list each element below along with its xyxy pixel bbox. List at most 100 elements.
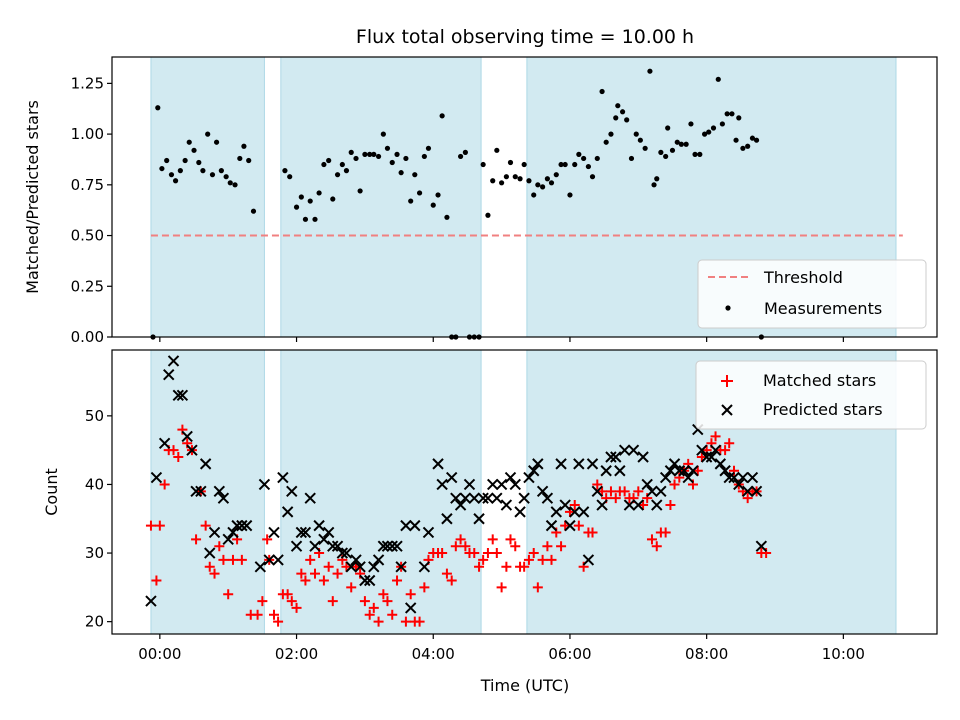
- matched-star-point: [159, 479, 170, 490]
- observing-window-band: [280, 349, 482, 635]
- predicted-star-point: [586, 458, 599, 470]
- x-tick-label: 02:00: [275, 645, 318, 663]
- matched-star-point: [469, 548, 480, 559]
- predicted-star-point: [217, 492, 230, 504]
- predicted-star-point: [258, 478, 271, 491]
- predicted-star-point: [523, 471, 535, 484]
- predicted-star-point: [468, 492, 480, 504]
- measurement-point: [706, 129, 712, 135]
- measurement-point: [647, 68, 653, 74]
- measurement-point: [715, 76, 721, 82]
- measurement-point: [613, 115, 619, 121]
- measurement-point: [298, 194, 304, 200]
- matched-star-point: [505, 534, 516, 545]
- predicted-star-point: [354, 561, 366, 573]
- predicted-star-point: [313, 519, 325, 532]
- matched-star-point: [638, 500, 649, 511]
- matched-star-point: [501, 561, 512, 572]
- measurement-point: [430, 202, 436, 208]
- measurement-point: [531, 192, 537, 198]
- measurement-point: [416, 190, 423, 196]
- predicted-star-point: [641, 478, 653, 491]
- measurements-layer: [150, 68, 764, 340]
- matched-star-point: [282, 589, 293, 600]
- predicted-star-point: [618, 444, 631, 456]
- matched-star-point: [405, 589, 416, 600]
- predicted-star-point: [550, 506, 562, 518]
- predicted-star-point: [673, 465, 686, 477]
- predicted-star-point: [569, 506, 581, 518]
- predicted-star-point: [536, 485, 549, 498]
- predicted-star-point: [454, 499, 467, 511]
- predicted-star-point: [231, 519, 243, 532]
- measurement-point: [719, 121, 725, 127]
- predicted-star-point: [340, 547, 353, 559]
- measurement-point: [599, 88, 605, 95]
- predicted-star-point: [723, 471, 735, 484]
- matched-star-point: [364, 609, 375, 620]
- legend-measurements-swatch: [725, 305, 731, 311]
- measurement-point: [540, 184, 546, 190]
- measurement-point: [642, 145, 648, 151]
- predicted-star-point: [204, 547, 216, 559]
- predicted-star-point: [651, 499, 663, 511]
- top-y-tick-label: 0.00: [71, 328, 104, 346]
- measurement-point: [589, 174, 596, 180]
- predicted-star-point: [504, 471, 517, 484]
- matched-star-point: [482, 548, 493, 559]
- x-tick-label: 04:00: [412, 645, 455, 663]
- matched-star-point: [441, 568, 452, 579]
- predicted-star-point: [318, 533, 330, 546]
- matched-star-point: [400, 616, 411, 627]
- predicted-star-point: [391, 540, 403, 552]
- predicted-star-point: [477, 492, 489, 504]
- measurement-point: [367, 151, 373, 157]
- predicted-star-point: [386, 540, 398, 552]
- matched-star-point: [560, 520, 571, 531]
- matched-star-point: [496, 582, 507, 593]
- predicted-star-point: [345, 561, 357, 573]
- matched-star-point: [378, 589, 389, 600]
- matched-star-point: [446, 575, 457, 586]
- measurement-point: [182, 157, 188, 164]
- predicted-star-point: [422, 526, 435, 539]
- predicted-star-point: [591, 485, 604, 498]
- measurement-point: [237, 155, 243, 162]
- predicted-star-point: [627, 444, 640, 456]
- top-axes: 0.00 0.25 0.50 0.75 1.00 1.25: [71, 74, 844, 346]
- matched-star-point: [252, 609, 263, 620]
- predicted-star-point: [336, 547, 349, 559]
- measurement-point: [205, 131, 211, 137]
- measurement-point: [745, 143, 751, 149]
- predicted-star-point: [709, 444, 722, 456]
- measurement-point: [371, 151, 377, 157]
- predicted-star-point: [436, 478, 448, 491]
- predicted-star-point: [163, 368, 175, 381]
- matched-star-point: [742, 493, 753, 504]
- measurement-point: [619, 109, 626, 115]
- measurement-point: [394, 151, 400, 157]
- measurement-point: [544, 176, 550, 182]
- predicted-star-point: [181, 430, 193, 443]
- matched-star-point: [474, 561, 485, 572]
- predicted-star-point: [277, 471, 289, 484]
- matched-star-point: [327, 596, 338, 607]
- measurement-point: [669, 147, 676, 153]
- predicted-star-point: [363, 574, 376, 587]
- matched-star-point: [537, 554, 548, 565]
- top-legend: Threshold Measurements: [697, 259, 927, 329]
- matched-star-point: [542, 541, 553, 552]
- predicted-star-point: [322, 526, 335, 539]
- predicted-star-point: [236, 519, 248, 532]
- bottom-y-axis-label: Count: [42, 468, 61, 516]
- matched-star-point: [218, 554, 229, 565]
- measurement-point: [223, 174, 229, 180]
- count-layer: [145, 355, 772, 627]
- observing-window-band: [150, 349, 265, 635]
- measurement-point: [651, 182, 657, 188]
- matched-star-point: [692, 465, 703, 476]
- bottom-y-tick-label: 50: [85, 407, 104, 425]
- predicted-star-point: [381, 540, 394, 552]
- matched-star-point: [209, 568, 220, 579]
- matched-star-point: [523, 554, 534, 565]
